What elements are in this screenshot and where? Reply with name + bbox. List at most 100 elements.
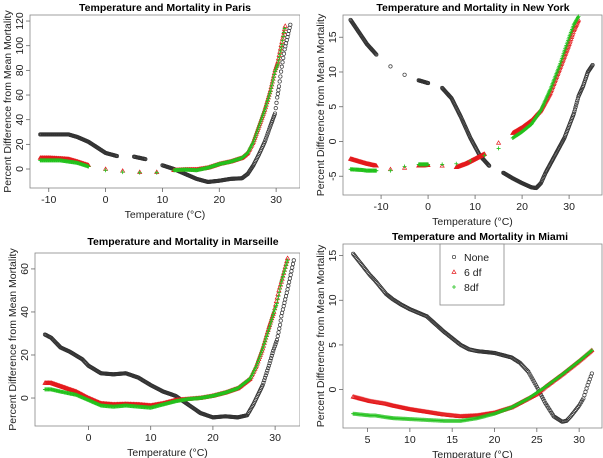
data-point — [251, 139, 256, 144]
y-tick-label: 60 — [14, 89, 26, 101]
data-point — [281, 34, 286, 39]
data-point — [525, 368, 530, 373]
data-point — [257, 121, 262, 126]
data-point — [575, 98, 580, 103]
data-point — [266, 129, 271, 134]
data-point — [264, 103, 269, 108]
x-tick-label: 0 — [103, 194, 109, 206]
x-axis-label: Temperature (°C) — [432, 216, 513, 228]
series-df8 — [42, 258, 290, 410]
data-point — [272, 344, 277, 349]
data-point — [86, 164, 91, 169]
data-point — [382, 289, 387, 294]
chart-title: Temperature and Mortality in Paris — [79, 2, 251, 14]
data-point — [274, 100, 279, 105]
data-point — [401, 165, 408, 170]
data-point — [377, 283, 382, 288]
data-point — [426, 162, 431, 167]
data-point — [258, 119, 263, 124]
y-tick-label: 10 — [327, 294, 339, 306]
series-df6 — [37, 23, 288, 174]
data-point — [287, 280, 292, 285]
legend-marker-df8 — [452, 285, 456, 289]
data-point — [275, 95, 280, 100]
x-tick-label: 0 — [86, 432, 92, 444]
y-tick-label: 120 — [14, 12, 26, 30]
y-tick-label: 5 — [327, 342, 339, 348]
data-point — [266, 327, 271, 332]
series-df6 — [350, 347, 595, 419]
x-tick-label: 20 — [207, 432, 219, 444]
data-point — [278, 322, 283, 327]
data-point — [269, 319, 274, 324]
series-df6 — [347, 17, 582, 172]
data-point — [583, 76, 588, 81]
data-point — [272, 69, 277, 74]
data-point — [581, 83, 586, 88]
data-point — [283, 294, 289, 299]
data-point — [370, 275, 375, 280]
data-point — [262, 378, 267, 383]
data-point — [255, 127, 260, 132]
data-point — [576, 14, 581, 19]
data-point — [268, 123, 273, 128]
data-point — [256, 125, 261, 130]
data-point — [264, 135, 269, 140]
data-point — [253, 133, 258, 138]
data-point — [372, 277, 377, 282]
data-point — [388, 64, 393, 69]
data-point — [261, 344, 266, 349]
data-point — [540, 394, 545, 400]
chart-title: Temperature and Mortality in New York — [376, 2, 569, 14]
data-point — [572, 109, 577, 114]
data-point — [278, 318, 283, 323]
data-point — [262, 107, 267, 112]
x-tick-label: -10 — [41, 194, 56, 206]
data-point — [584, 386, 589, 391]
data-point — [496, 146, 501, 151]
data-point — [519, 362, 525, 368]
series-df8 — [38, 26, 287, 175]
data-point — [255, 361, 260, 366]
data-point — [373, 51, 378, 56]
data-point — [376, 282, 381, 287]
data-point — [538, 109, 543, 114]
x-tick-label: 10 — [404, 434, 416, 446]
y-tick-label: 0 — [327, 387, 339, 393]
data-point — [259, 115, 264, 120]
x-axis-label: Temperature (°C) — [127, 447, 208, 458]
data-point — [583, 389, 588, 394]
data-point — [278, 49, 283, 54]
data-point — [574, 100, 579, 105]
data-point — [277, 52, 282, 57]
data-point — [272, 72, 277, 77]
data-point — [270, 118, 275, 123]
data-point — [267, 93, 272, 98]
data-point — [426, 81, 431, 86]
data-point — [266, 127, 272, 132]
data-point — [275, 91, 280, 96]
x-tick-label: 0 — [425, 201, 431, 213]
data-point — [244, 151, 249, 156]
data-point — [283, 297, 288, 302]
data-point — [486, 162, 491, 167]
data-point — [277, 55, 282, 60]
data-point — [284, 261, 289, 266]
data-point — [279, 314, 284, 319]
data-point — [263, 105, 268, 110]
data-point — [440, 162, 445, 167]
data-point — [267, 125, 272, 130]
data-point — [270, 351, 275, 356]
data-point — [266, 329, 271, 334]
y-tick-label: 5 — [327, 104, 339, 110]
data-point — [273, 305, 278, 310]
data-point — [572, 107, 578, 112]
series-none — [42, 258, 296, 420]
chart-panel-3: Temperature and Mortality in Miami 5 10 15 2… — [315, 231, 603, 458]
data-point — [273, 106, 278, 111]
data-point — [285, 258, 290, 263]
data-point — [274, 65, 279, 70]
data-point — [259, 348, 264, 353]
data-point — [541, 396, 546, 402]
data-point — [275, 297, 280, 302]
